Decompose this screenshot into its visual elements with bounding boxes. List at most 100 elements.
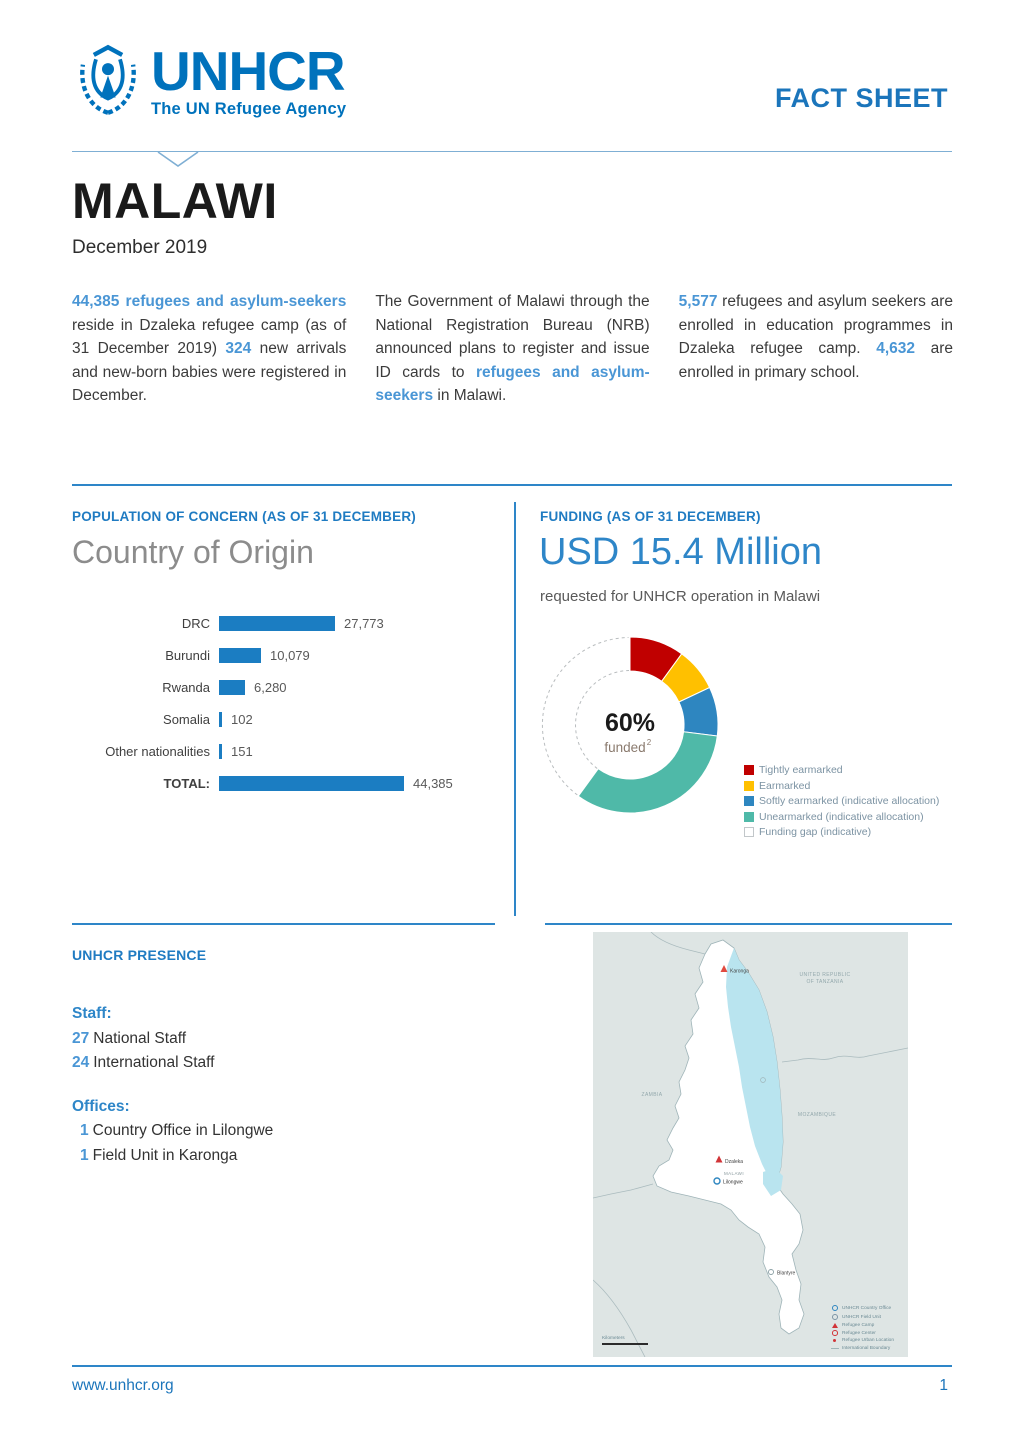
intro-highlight-text: refugees and asylum-seekers (375, 363, 650, 405)
unhcr-emblem-icon (80, 44, 136, 115)
funding-gap-arc (541, 637, 629, 796)
map-legend-item: Refugee Center (831, 1330, 894, 1336)
map-legend-item: UNHCR Country Office (831, 1305, 894, 1312)
map-marker-label-blantyre: Blantyre (777, 1271, 796, 1277)
logo-tagline: The UN Refugee Agency (151, 100, 347, 118)
map-legend-label: UNHCR Field Unit (841, 1314, 881, 1320)
staff-label: Staff: (72, 1005, 112, 1022)
boundary-line (781, 1047, 908, 1063)
intro-text: The Government of Malawi through the Nat… (375, 293, 650, 381)
funding-donut-chart: 60% funded 2 (541, 636, 719, 814)
map-legend-boundary-icon (831, 1348, 839, 1349)
offices-label: Offices: (72, 1097, 130, 1115)
map-legend-camp-icon (831, 1323, 839, 1328)
map-label-tanzania: UNITED REPUBLIC (799, 972, 850, 978)
map-legend-item: UNHCR Field Unit (831, 1314, 894, 1320)
bar-row: Somalia 102 (72, 703, 502, 735)
bar-row: DRC 27,773 (72, 607, 502, 639)
legend-label: Tightly earmarked (759, 764, 843, 776)
intro-text: new arrivals and new-born babies were re… (72, 340, 347, 404)
office-count: 1 (80, 1146, 89, 1164)
bar-value-label: 27,773 (344, 615, 384, 631)
map-legend-label: Refugee Center (841, 1330, 876, 1336)
intro-paragraph: The Government of Malawi through the Nat… (375, 290, 649, 408)
header-rule (72, 151, 952, 152)
bar-category-label: Rwanda (162, 679, 210, 695)
report-date: December 2019 (72, 237, 208, 258)
map-marker-label-lilongwe: Lilongwe (723, 1180, 743, 1186)
office-row: 1 Field Unit in Karonga (72, 1144, 273, 1169)
boundary-line (593, 1279, 646, 1357)
legend-swatch-icon (744, 811, 754, 822)
bar-value-label: 151 (231, 743, 253, 759)
funding-legend-item: Funding gap (indicative) (744, 826, 962, 838)
legend-swatch-icon (744, 765, 754, 775)
bar (219, 743, 222, 759)
intro-text: are enrolled in primary school. (678, 340, 953, 381)
intro-text: reside in Dzaleka refugee camp (as of 31… (72, 316, 347, 358)
intro-text: in Malawi. (433, 387, 507, 404)
presence-divider-left (72, 923, 495, 925)
vertical-divider (514, 502, 516, 916)
website-link[interactable]: www.unhcr.org (72, 1377, 174, 1394)
staff-row: 24 International Staff (72, 1051, 273, 1076)
lake-malombe (763, 1168, 783, 1196)
map-legend-label: Refugee Camp (841, 1322, 875, 1328)
legend-swatch-icon (744, 827, 754, 838)
funding-legend: Tightly earmarked Earmarked Softly earmark… (744, 764, 962, 842)
bar-category-label: Other nationalities (105, 743, 210, 759)
office-row: 1 Country Office in Lilongwe (72, 1119, 273, 1144)
map-scale: Kilometers (602, 1336, 648, 1345)
staff-count: 27 (72, 1029, 90, 1047)
map-legend-field-icon (831, 1314, 839, 1320)
map-legend-urban-icon (831, 1339, 839, 1342)
map-legend-item: Refugee Camp (831, 1323, 894, 1328)
office-description: Country Office in Lilongwe (92, 1122, 274, 1139)
footer-rule (72, 1365, 952, 1367)
map-label-mozambique: MOZAMBIQUE (798, 1112, 836, 1118)
bar (219, 647, 261, 663)
funding-heading: FUNDING (AS OF 31 DECEMBER) (540, 509, 761, 524)
presence-block: Staff: 27 National Staff 24 International … (72, 1002, 273, 1168)
map-legend-label: International Boundary (841, 1346, 891, 1351)
funding-legend-item: Earmarked (744, 780, 962, 792)
bar-value-label: 44,385 (413, 775, 453, 791)
funding-legend-item: Unearmarked (indicative allocation) (744, 811, 962, 823)
map-label-malawi: MALAWI (724, 1171, 744, 1176)
legend-swatch-icon (744, 780, 754, 791)
donut-center-label: funded (604, 740, 645, 755)
intro-highlight-text: 324 (225, 340, 252, 357)
funding-legend-item: Tightly earmarked (744, 764, 962, 776)
bar-row: Rwanda 6,280 (72, 671, 502, 703)
map-scale-bar (602, 1342, 648, 1345)
funding-gap-arc (575, 670, 630, 769)
bar (219, 775, 404, 791)
logo-wordmark: UNHCR (151, 40, 346, 102)
funding-amount: USD 15.4 Million (539, 531, 822, 573)
bar-row: Burundi 10,079 (72, 639, 502, 671)
malawi-map-svg: UNITED REPUBLIC OF TANZANIA ZAMBIA MOZAM… (593, 932, 908, 1357)
bar-row: Other nationalities 151 (72, 735, 502, 767)
intro-highlight-text: 4,632 (876, 340, 915, 357)
intro-text: refugees and asylum seekers are enrolled… (678, 293, 953, 357)
map-legend-center-icon (831, 1330, 839, 1336)
bar-category-label: Burundi (165, 647, 210, 663)
bar-category-label: DRC (181, 615, 210, 631)
legend-label: Unearmarked (indicative allocation) (759, 810, 924, 823)
fact-sheet-label: FACT SHEET (774, 83, 948, 113)
map-legend: UNHCR Country Office UNHCR Field Unit Refu… (831, 1302, 894, 1351)
presence-heading: UNHCR PRESENCE (72, 947, 207, 963)
refugee-camp-marker-dzaleka-icon (715, 1155, 723, 1163)
bar (219, 615, 335, 631)
funding-legend-item: Softly earmarked (indicative allocation) (744, 795, 962, 807)
legend-label: Softly earmarked (indicative allocation) (759, 795, 940, 808)
likoma-island (760, 1077, 766, 1083)
map-marker-label-dzaleka: Dzaleka (725, 1159, 743, 1165)
boundary-line (593, 1183, 654, 1199)
staff-count: 24 (72, 1054, 90, 1071)
map-legend-item: Refugee Urban Location (831, 1338, 894, 1343)
bar-row: TOTAL: 44,385 (72, 767, 502, 799)
bar-value-label: 102 (231, 711, 253, 727)
unhcr-logo: UNHCR The UN Refugee Agency (75, 44, 346, 119)
legend-swatch-icon (744, 796, 754, 807)
